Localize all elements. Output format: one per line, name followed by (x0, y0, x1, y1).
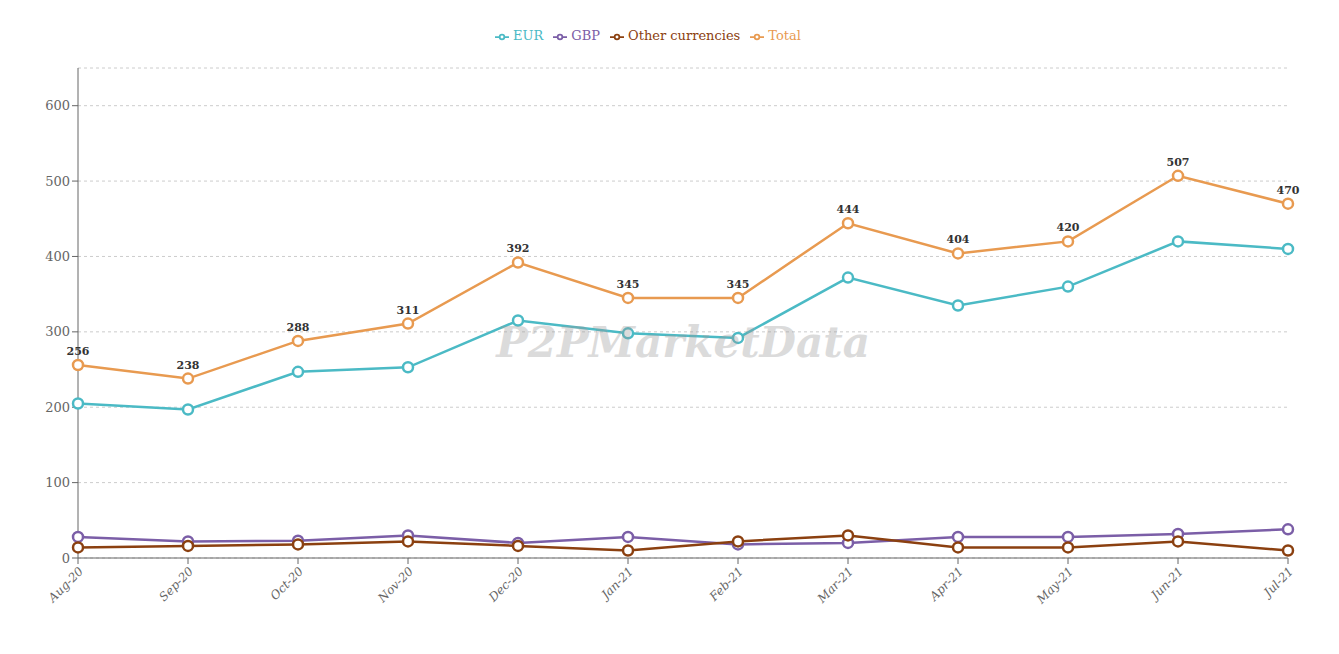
svg-text:Oct-20: Oct-20 (267, 564, 306, 603)
svg-text:Nov-20: Nov-20 (375, 564, 417, 606)
svg-text:May-21: May-21 (1033, 564, 1076, 607)
svg-text:100: 100 (45, 475, 70, 490)
html-text:P2PMarketData: P2PMarketData (496, 317, 870, 367)
svg-text:600: 600 (45, 98, 70, 113)
svg-text:500: 500 (45, 174, 70, 189)
html-text:Other currencies: Other currencies (628, 28, 741, 43)
svg-text:Dec-20: Dec-20 (485, 564, 526, 605)
svg-text:Sep-20: Sep-20 (156, 564, 196, 604)
svg-text:Jul-21: Jul-21 (1259, 564, 1296, 601)
svg-text:Feb-21: Feb-21 (706, 564, 746, 604)
html-text:GBP: GBP (571, 28, 600, 43)
svg-text:345: 345 (727, 278, 750, 291)
svg-text:200: 200 (45, 400, 70, 415)
svg-text:0: 0 (62, 551, 70, 566)
svg-text:Jun-21: Jun-21 (1146, 564, 1186, 604)
svg-text:470: 470 (1277, 184, 1300, 197)
svg-text:Aug-20: Aug-20 (45, 564, 87, 606)
svg-text:444: 444 (837, 203, 860, 216)
svg-text:507: 507 (1167, 156, 1190, 169)
svg-text:300: 300 (45, 324, 70, 339)
html-text:EUR: EUR (513, 28, 544, 43)
svg-text:Apr-21: Apr-21 (926, 564, 966, 604)
svg-text:Mar-21: Mar-21 (814, 564, 856, 606)
svg-text:420: 420 (1057, 221, 1080, 234)
svg-text:392: 392 (507, 242, 530, 255)
svg-text:Jan-21: Jan-21 (597, 564, 637, 604)
svg-text:311: 311 (397, 304, 420, 317)
svg-text:345: 345 (617, 278, 640, 291)
svg-text:400: 400 (45, 249, 70, 264)
svg-text:404: 404 (947, 233, 970, 246)
svg-text:256: 256 (67, 345, 90, 358)
html-text:Total: Total (768, 28, 801, 43)
svg-text:288: 288 (287, 321, 310, 334)
svg-text:238: 238 (177, 359, 200, 372)
